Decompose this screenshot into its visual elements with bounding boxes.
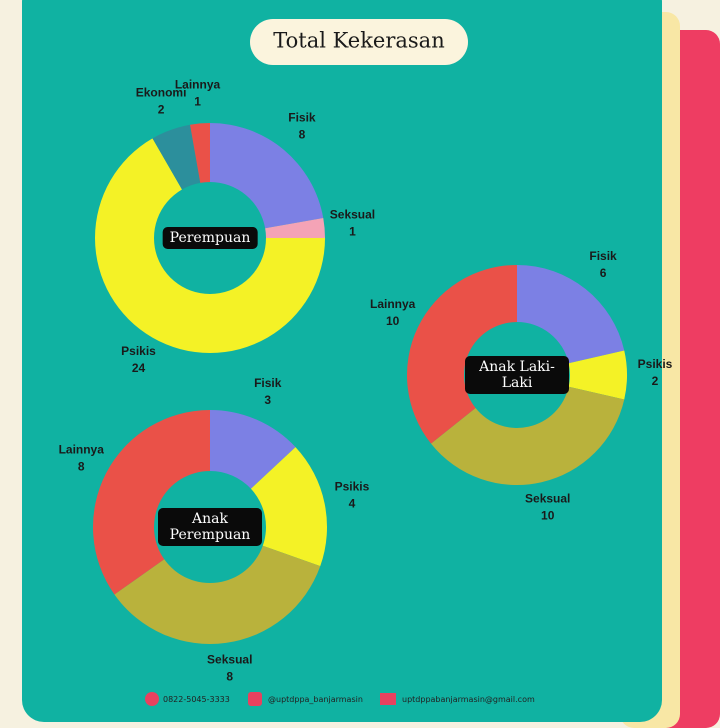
slice-name: Lainnya bbox=[175, 78, 221, 92]
slice-name: Ekonomi bbox=[136, 86, 187, 100]
slice-name: Fisik bbox=[254, 376, 282, 390]
slice bbox=[190, 123, 210, 183]
donut-center-label: Anak Perempuan bbox=[158, 508, 262, 546]
slice-name: Lainnya bbox=[59, 442, 105, 456]
slice bbox=[210, 410, 296, 489]
slice-value: 2 bbox=[652, 374, 659, 388]
slice-name: Psikis bbox=[638, 357, 673, 371]
slice-name: Seksual bbox=[207, 653, 252, 667]
slice-value: 8 bbox=[226, 670, 233, 684]
slice-name: Psikis bbox=[335, 479, 370, 493]
slice-name: Psikis bbox=[121, 344, 156, 358]
slice bbox=[568, 350, 627, 400]
slice bbox=[114, 545, 321, 644]
slice-value: 24 bbox=[132, 361, 146, 375]
slice bbox=[152, 124, 201, 190]
slice-value: 2 bbox=[158, 103, 165, 117]
slice-value: 10 bbox=[386, 314, 400, 328]
phone: 0822-5045-3333 bbox=[163, 695, 230, 704]
donut-center-label: Anak Laki-Laki bbox=[465, 356, 569, 394]
slice-value: 6 bbox=[600, 266, 607, 280]
slice-value: 1 bbox=[349, 225, 356, 239]
slice-value: 3 bbox=[264, 393, 271, 407]
email-icon bbox=[380, 693, 396, 705]
slice-value: 1 bbox=[194, 95, 201, 109]
slice-name: Seksual bbox=[330, 208, 375, 222]
slice-value: 8 bbox=[299, 127, 306, 141]
phone-icon bbox=[145, 692, 159, 706]
slice bbox=[406, 265, 517, 444]
slice bbox=[93, 410, 210, 595]
footer: 0822-5045-3333 @uptdppa_banjarmasin uptd… bbox=[145, 692, 535, 706]
slice bbox=[430, 386, 625, 485]
email: uptdppabanjarmasin@gmail.com bbox=[402, 695, 535, 704]
slice-value: 4 bbox=[349, 496, 356, 510]
slice bbox=[250, 447, 328, 567]
slice bbox=[265, 218, 325, 238]
instagram: @uptdppa_banjarmasin bbox=[268, 695, 363, 704]
slice-name: Fisik bbox=[288, 110, 316, 124]
title: Total Kekerasan bbox=[273, 29, 444, 53]
slice-name: Lainnya bbox=[370, 297, 416, 311]
slice-value: 8 bbox=[78, 459, 85, 473]
slice-name: Fisik bbox=[589, 249, 617, 263]
slice bbox=[94, 138, 326, 353]
slice-value: 10 bbox=[541, 509, 555, 523]
instagram-icon bbox=[248, 692, 262, 706]
slice bbox=[210, 123, 324, 229]
donut-center-label: Perempuan bbox=[162, 227, 258, 249]
title-pill bbox=[250, 19, 468, 65]
slice bbox=[517, 265, 625, 364]
slice-name: Seksual bbox=[525, 492, 570, 506]
